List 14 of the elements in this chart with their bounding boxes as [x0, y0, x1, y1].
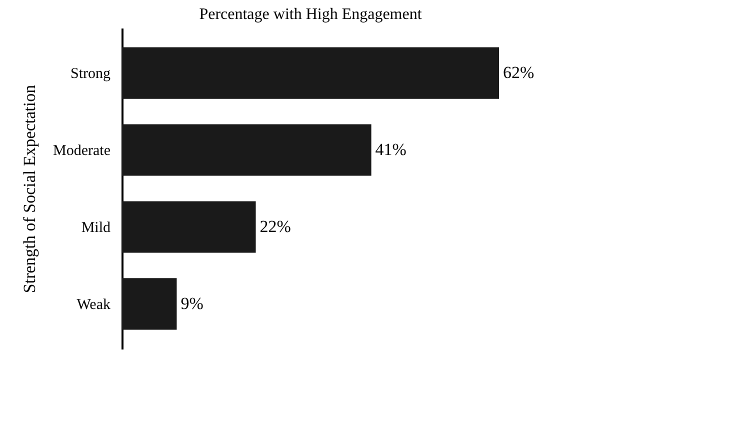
bar: [122, 47, 499, 99]
y-tick-label: Mild: [81, 220, 111, 236]
y-tick-label: Moderate: [53, 143, 111, 160]
y-tick-label: Strong: [70, 66, 111, 82]
chart-title: Percentage with High Engagement: [199, 6, 422, 23]
bar: [122, 124, 372, 176]
data-label: 9%: [180, 294, 204, 313]
data-label: 41%: [375, 140, 406, 160]
data-label: 22%: [260, 216, 291, 236]
bar: [122, 278, 177, 330]
data-label: 62%: [503, 63, 534, 82]
y-tick-label: Weak: [76, 296, 111, 313]
bar: [122, 201, 256, 253]
y-axis-title: Strength of Social Expectation: [20, 84, 40, 294]
